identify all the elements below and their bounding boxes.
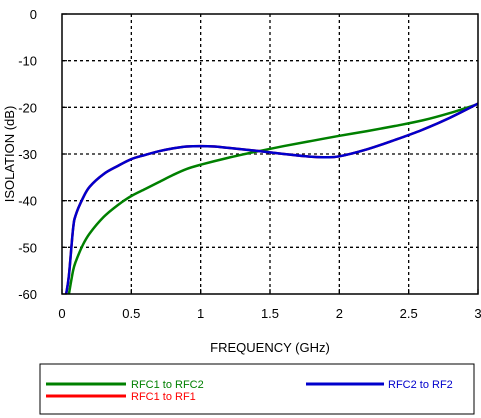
y-tick-label: -50: [18, 240, 37, 255]
x-tick-label: 0.5: [122, 306, 140, 321]
x-tick-label: 1: [197, 306, 204, 321]
legend-label-0: RFC1 to RFC2: [131, 379, 204, 391]
x-axis-label: FREQUENCY (GHz): [210, 340, 330, 355]
legend-label-2: RFC2 to RF2: [388, 379, 453, 391]
x-tick-label: 0: [58, 306, 65, 321]
y-tick-label: -30: [18, 147, 37, 162]
series-layer: [64, 102, 478, 294]
tick-labels: 0 0.5 1 1.5 2 2.5 3 0 -10 -20 -30 -40 -50 -60: [18, 7, 481, 321]
legend-box: [39, 363, 475, 415]
axis-ticks: [61, 13, 479, 295]
x-tick-label: 2: [336, 306, 343, 321]
y-tick-label: -20: [18, 100, 37, 115]
legend-label-1: RFC1 to RF1: [131, 391, 196, 403]
x-tick-label: 1.5: [261, 306, 279, 321]
series-line-0: [67, 102, 478, 294]
x-tick-label: 2.5: [400, 306, 418, 321]
x-tick-label: 3: [474, 306, 481, 321]
y-axis-label: ISOLATION (dB): [2, 106, 17, 203]
grid-lines: [62, 14, 478, 294]
series-line-2: [64, 102, 478, 294]
y-tick-label: -60: [18, 287, 37, 302]
y-tick-label: -10: [18, 54, 37, 69]
y-tick-label: 0: [30, 7, 37, 22]
y-tick-label: -40: [18, 194, 37, 209]
